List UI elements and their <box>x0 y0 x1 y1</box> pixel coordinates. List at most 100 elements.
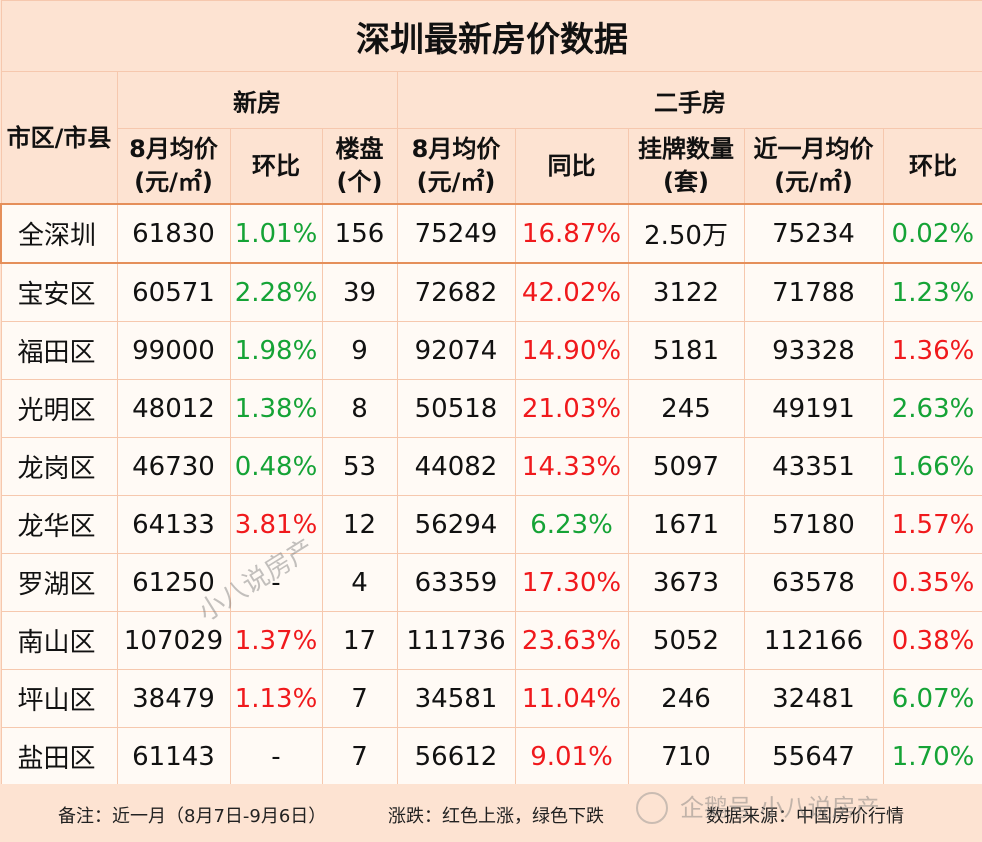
table-row: 龙华区 64133 3.81% 12 56294 6.23% 1671 57180 1.57% <box>0 495 982 554</box>
price-table: 深圳最新房价数据 市区/市县 新房 二手房 8月均价(元/㎡) 环比 楼盘(个) 8月… <box>0 0 982 786</box>
second-hand-yoy-cell: 21.03% <box>514 379 629 438</box>
table-title: 深圳最新房价数据 <box>0 0 982 72</box>
new-price-cell: 61830 <box>116 203 231 264</box>
recent-price-cell: 55647 <box>743 727 884 786</box>
listings-cell: 245 <box>627 379 745 438</box>
column-header: 8月均价(元/㎡) <box>396 128 516 205</box>
projects-cell: 17 <box>321 611 398 670</box>
recent-price-cell: 57180 <box>743 495 884 554</box>
column-header: 环比 <box>882 128 982 205</box>
footer-source: 数据来源：中国房价行情 <box>706 806 904 827</box>
new-mom-cell: 1.98% <box>229 321 323 380</box>
penguin-logo-icon <box>636 792 668 824</box>
table-row: 坪山区 38479 1.13% 7 34581 11.04% 246 32481 6.07% <box>0 669 982 728</box>
second-hand-mom-cell: 1.66% <box>882 437 982 496</box>
column-header: 挂牌数量(套) <box>627 128 745 205</box>
new-mom-cell: 3.81% <box>229 495 323 554</box>
table-row: 全深圳 61830 1.01% 156 75249 16.87% 2.50万 75234 0.0… <box>0 203 982 264</box>
new-price-cell: 61143 <box>116 727 231 786</box>
footer-legend: 涨跌：红色上涨，绿色下跌 <box>388 806 604 827</box>
second-hand-price-cell: 75249 <box>396 203 516 264</box>
column-header: 环比 <box>229 128 323 205</box>
second-hand-yoy-cell: 6.23% <box>514 495 629 554</box>
table-row: 盐田区 61143-7 56612 9.01% 710 55647 1.70% <box>0 727 982 786</box>
new-price-cell: 99000 <box>116 321 231 380</box>
footer: 备注：近一月（8月7日-9月6日） 涨跌：红色上涨，绿色下跌 数据来源：中国房价… <box>0 784 982 842</box>
second-hand-price-cell: 56294 <box>396 495 516 554</box>
second-hand-yoy-cell: 17.30% <box>514 553 629 612</box>
second-hand-yoy-cell: 16.87% <box>514 203 629 264</box>
projects-cell: 156 <box>321 203 398 264</box>
table-row: 罗湖区 61250-4 63359 17.30% 3673 63578 0.35% <box>0 553 982 612</box>
second-hand-price-cell: 56612 <box>396 727 516 786</box>
header-second-hand: 二手房 <box>396 71 982 129</box>
recent-price-cell: 112166 <box>743 611 884 670</box>
column-header: 8月均价(元/㎡) <box>116 128 231 205</box>
second-hand-price-cell: 72682 <box>396 262 516 322</box>
second-hand-mom-cell: 0.38% <box>882 611 982 670</box>
second-hand-mom-cell: 1.23% <box>882 262 982 322</box>
new-price-cell: 64133 <box>116 495 231 554</box>
district-cell: 盐田区 <box>0 727 118 786</box>
second-hand-price-cell: 50518 <box>396 379 516 438</box>
recent-price-cell: 75234 <box>743 203 884 264</box>
second-hand-yoy-cell: 9.01% <box>514 727 629 786</box>
second-hand-mom-cell: 1.36% <box>882 321 982 380</box>
listings-cell: 3673 <box>627 553 745 612</box>
column-header: 同比 <box>514 128 629 205</box>
district-cell: 福田区 <box>0 321 118 380</box>
second-hand-mom-cell: 2.63% <box>882 379 982 438</box>
recent-price-cell: 32481 <box>743 669 884 728</box>
column-header: 楼盘(个) <box>321 128 398 205</box>
district-cell: 南山区 <box>0 611 118 670</box>
projects-cell: 7 <box>321 669 398 728</box>
district-cell: 光明区 <box>0 379 118 438</box>
second-hand-yoy-cell: 14.90% <box>514 321 629 380</box>
table-row: 龙岗区 46730 0.48% 53 44082 14.33% 5097 43351 1.66% <box>0 437 982 496</box>
table-row: 光明区 48012 1.38% 8 50518 21.03% 245 49191 2.63% <box>0 379 982 438</box>
district-cell: 罗湖区 <box>0 553 118 612</box>
projects-cell: 39 <box>321 262 398 322</box>
table-row: 福田区 99000 1.98% 9 92074 14.90% 5181 93328 1.36% <box>0 321 982 380</box>
new-mom-cell: 2.28% <box>229 262 323 322</box>
new-mom-cell: 1.37% <box>229 611 323 670</box>
projects-cell: 8 <box>321 379 398 438</box>
footer-note: 备注：近一月（8月7日-9月6日） <box>58 806 327 827</box>
recent-price-cell: 63578 <box>743 553 884 612</box>
recent-price-cell: 43351 <box>743 437 884 496</box>
watermark-corner: 企鹅号 小八说房产 <box>680 794 880 822</box>
recent-price-cell: 49191 <box>743 379 884 438</box>
second-hand-mom-cell: 0.35% <box>882 553 982 612</box>
second-hand-mom-cell: 1.70% <box>882 727 982 786</box>
listings-cell: 2.50万 <box>627 203 745 264</box>
district-cell: 龙华区 <box>0 495 118 554</box>
second-hand-yoy-cell: 11.04% <box>514 669 629 728</box>
projects-cell: 9 <box>321 321 398 380</box>
new-price-cell: 107029 <box>116 611 231 670</box>
projects-cell: 7 <box>321 727 398 786</box>
listings-cell: 3122 <box>627 262 745 322</box>
listings-cell: 710 <box>627 727 745 786</box>
table-row: 南山区 107029 1.37% 17 111736 23.63% 5052 112166 0.… <box>0 611 982 670</box>
second-hand-price-cell: 63359 <box>396 553 516 612</box>
listings-cell: 1671 <box>627 495 745 554</box>
second-hand-mom-cell: 1.57% <box>882 495 982 554</box>
second-hand-mom-cell: 6.07% <box>882 669 982 728</box>
second-hand-yoy-cell: 23.63% <box>514 611 629 670</box>
column-header: 近一月均价(元/㎡) <box>743 128 884 205</box>
recent-price-cell: 71788 <box>743 262 884 322</box>
district-cell: 全深圳 <box>0 203 118 264</box>
new-mom-cell: 1.38% <box>229 379 323 438</box>
new-price-cell: 46730 <box>116 437 231 496</box>
second-hand-price-cell: 111736 <box>396 611 516 670</box>
projects-cell: 12 <box>321 495 398 554</box>
table-row: 宝安区 60571 2.28% 39 72682 42.02% 3122 71788 1.23% <box>0 262 982 322</box>
header-new-house: 新房 <box>116 71 398 129</box>
header-district: 市区/市县 <box>0 71 118 205</box>
listings-cell: 246 <box>627 669 745 728</box>
district-cell: 龙岗区 <box>0 437 118 496</box>
recent-price-cell: 93328 <box>743 321 884 380</box>
listings-cell: 5181 <box>627 321 745 380</box>
listings-cell: 5097 <box>627 437 745 496</box>
